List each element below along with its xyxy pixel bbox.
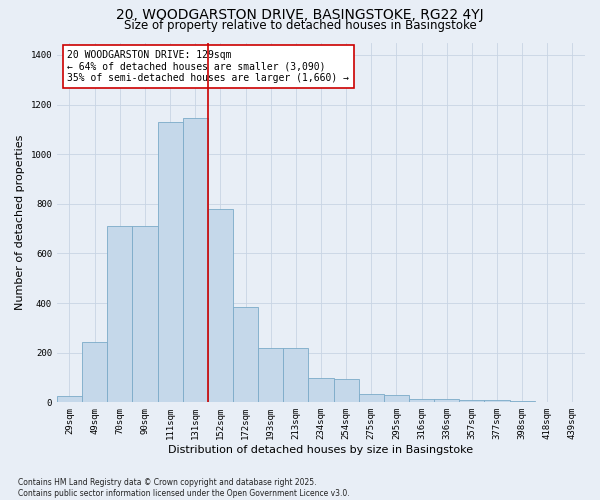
Bar <box>283 348 308 403</box>
Text: Contains HM Land Registry data © Crown copyright and database right 2025.
Contai: Contains HM Land Registry data © Crown c… <box>18 478 350 498</box>
Bar <box>208 209 233 402</box>
X-axis label: Distribution of detached houses by size in Basingstoke: Distribution of detached houses by size … <box>169 445 473 455</box>
Bar <box>158 122 182 402</box>
Bar <box>434 398 459 402</box>
Bar <box>308 378 334 402</box>
Bar <box>384 395 409 402</box>
Text: 20 WOODGARSTON DRIVE: 129sqm
← 64% of detached houses are smaller (3,090)
35% of: 20 WOODGARSTON DRIVE: 129sqm ← 64% of de… <box>67 50 349 83</box>
Bar <box>133 226 158 402</box>
Bar <box>57 396 82 402</box>
Bar <box>107 226 133 402</box>
Bar <box>258 348 283 403</box>
Bar <box>409 398 434 402</box>
Text: Size of property relative to detached houses in Basingstoke: Size of property relative to detached ho… <box>124 19 476 32</box>
Bar <box>82 342 107 402</box>
Bar <box>359 394 384 402</box>
Bar <box>484 400 509 402</box>
Bar <box>182 118 208 403</box>
Bar <box>233 307 258 402</box>
Bar <box>509 401 535 402</box>
Bar <box>334 379 359 402</box>
Text: 20, WOODGARSTON DRIVE, BASINGSTOKE, RG22 4YJ: 20, WOODGARSTON DRIVE, BASINGSTOKE, RG22… <box>116 8 484 22</box>
Y-axis label: Number of detached properties: Number of detached properties <box>15 134 25 310</box>
Bar <box>459 400 484 402</box>
